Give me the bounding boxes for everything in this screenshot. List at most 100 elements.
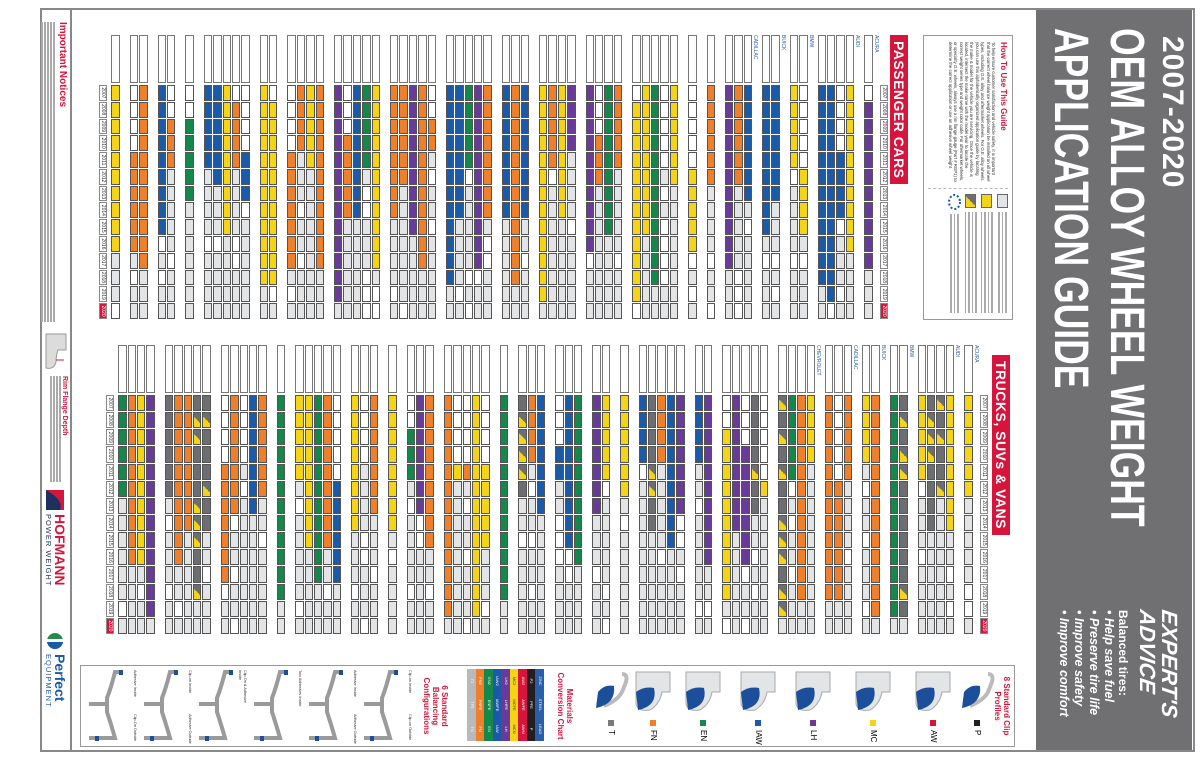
application-cell[interactable] <box>501 85 511 101</box>
application-cell[interactable] <box>146 412 155 429</box>
application-cell[interactable] <box>230 617 239 634</box>
application-cell[interactable] <box>406 566 416 583</box>
application-cell[interactable] <box>139 85 148 101</box>
application-cell[interactable] <box>258 532 267 549</box>
application-cell[interactable] <box>889 617 899 634</box>
application-cell[interactable] <box>771 219 780 236</box>
application-cell[interactable] <box>323 549 332 566</box>
application-cell[interactable] <box>945 497 955 514</box>
application-cell[interactable] <box>306 101 315 118</box>
application-cell[interactable] <box>276 549 286 566</box>
application-cell[interactable] <box>453 617 462 634</box>
application-cell[interactable] <box>129 152 139 168</box>
application-cell[interactable] <box>518 480 527 497</box>
application-cell[interactable] <box>399 118 408 135</box>
application-cell[interactable] <box>574 532 583 549</box>
application-cell[interactable] <box>734 185 743 202</box>
application-cell[interactable] <box>471 514 481 532</box>
application-cell[interactable] <box>797 395 806 412</box>
application-cell[interactable] <box>771 252 780 269</box>
application-cell[interactable] <box>724 118 734 135</box>
application-cell[interactable] <box>817 168 827 185</box>
application-cell[interactable] <box>501 252 511 269</box>
application-cell[interactable] <box>620 617 629 634</box>
application-cell[interactable] <box>418 202 427 219</box>
application-cell[interactable] <box>462 514 471 532</box>
application-cell[interactable] <box>306 185 315 202</box>
application-cell[interactable] <box>276 600 286 617</box>
application-cell[interactable] <box>704 549 713 566</box>
application-cell[interactable] <box>557 236 567 252</box>
application-cell[interactable] <box>222 286 231 303</box>
application-cell[interactable] <box>471 429 481 446</box>
application-cell[interactable] <box>657 395 666 412</box>
application-cell[interactable] <box>239 429 248 446</box>
application-cell[interactable] <box>688 219 697 236</box>
application-cell[interactable] <box>945 480 955 497</box>
application-cell[interactable] <box>425 463 434 480</box>
application-cell[interactable] <box>230 497 239 514</box>
application-cell[interactable] <box>638 583 648 600</box>
application-cell[interactable] <box>927 514 936 532</box>
application-cell[interactable] <box>638 566 648 583</box>
application-cell[interactable] <box>313 566 323 583</box>
application-cell[interactable] <box>455 269 464 286</box>
application-cell[interactable] <box>936 463 945 480</box>
application-cell[interactable] <box>259 286 269 303</box>
application-cell[interactable] <box>313 463 323 480</box>
application-cell[interactable] <box>369 600 379 617</box>
application-cell[interactable] <box>418 236 427 252</box>
application-cell[interactable] <box>688 101 697 118</box>
application-cell[interactable] <box>157 286 166 303</box>
application-cell[interactable] <box>604 202 613 219</box>
application-cell[interactable] <box>501 101 511 118</box>
application-cell[interactable] <box>471 412 481 429</box>
application-cell[interactable] <box>445 286 455 303</box>
application-cell[interactable] <box>443 395 453 412</box>
application-cell[interactable] <box>824 583 834 600</box>
application-cell[interactable] <box>369 463 379 480</box>
application-cell[interactable] <box>443 480 453 497</box>
application-cell[interactable] <box>762 168 771 185</box>
application-cell[interactable] <box>567 152 576 168</box>
application-cell[interactable] <box>408 303 418 319</box>
application-cell[interactable] <box>287 118 296 135</box>
application-cell[interactable] <box>408 101 418 118</box>
application-cell[interactable] <box>406 497 416 514</box>
application-cell[interactable] <box>864 252 873 269</box>
application-cell[interactable] <box>836 269 845 286</box>
application-cell[interactable] <box>601 497 611 514</box>
application-cell[interactable] <box>520 286 530 303</box>
application-cell[interactable] <box>296 118 306 135</box>
application-cell[interactable] <box>731 463 741 480</box>
application-cell[interactable] <box>481 480 490 497</box>
application-cell[interactable] <box>334 152 343 168</box>
application-cell[interactable] <box>706 303 715 319</box>
application-cell[interactable] <box>660 236 669 252</box>
application-cell[interactable] <box>295 532 304 549</box>
application-cell[interactable] <box>595 252 604 269</box>
application-cell[interactable] <box>287 85 296 101</box>
application-cell[interactable] <box>927 600 936 617</box>
application-cell[interactable] <box>231 252 241 269</box>
application-cell[interactable] <box>743 185 753 202</box>
application-cell[interactable] <box>453 532 462 549</box>
application-cell[interactable] <box>193 429 202 446</box>
application-cell[interactable] <box>323 566 332 583</box>
application-cell[interactable] <box>295 429 304 446</box>
application-cell[interactable] <box>778 549 787 566</box>
application-cell[interactable] <box>455 286 464 303</box>
application-cell[interactable] <box>520 101 530 118</box>
application-cell[interactable] <box>827 101 836 118</box>
application-cell[interactable] <box>313 549 323 566</box>
application-cell[interactable] <box>129 303 139 319</box>
application-cell[interactable] <box>239 532 248 549</box>
application-cell[interactable] <box>862 395 871 412</box>
application-cell[interactable] <box>166 303 176 319</box>
application-cell[interactable] <box>734 152 743 168</box>
application-cell[interactable] <box>806 583 815 600</box>
application-cell[interactable] <box>836 168 845 185</box>
application-cell[interactable] <box>464 101 474 118</box>
application-cell[interactable] <box>259 85 269 101</box>
application-cell[interactable] <box>787 412 797 429</box>
